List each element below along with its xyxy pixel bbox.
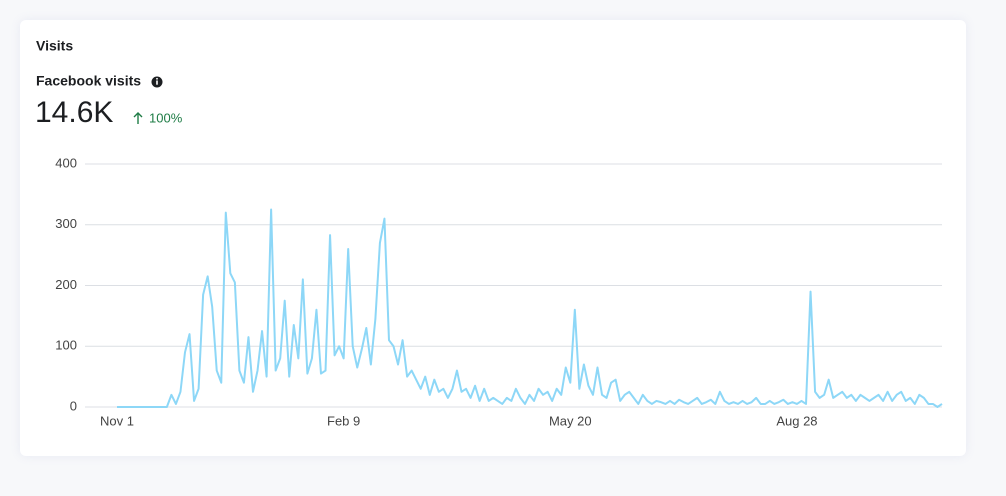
visits-card bbox=[20, 20, 966, 456]
x-tick-label: Aug 28 bbox=[776, 413, 817, 428]
x-tick-label: Feb 9 bbox=[327, 413, 360, 428]
y-tick-label: 400 bbox=[55, 155, 77, 170]
metric-label: Facebook visits bbox=[36, 73, 141, 89]
card-title: Visits bbox=[36, 38, 73, 54]
metric-value: 14.6K bbox=[35, 96, 113, 129]
up-arrow bbox=[133, 112, 143, 124]
info-icon[interactable] bbox=[151, 76, 163, 88]
metric-change: 100% bbox=[149, 110, 183, 125]
y-tick-label: 200 bbox=[55, 277, 77, 292]
x-tick-label: May 20 bbox=[549, 413, 592, 428]
visits-line bbox=[117, 208, 943, 408]
y-tick-label: 300 bbox=[55, 216, 77, 231]
x-tick-label: Nov 1 bbox=[100, 413, 134, 428]
y-tick-label: 100 bbox=[55, 338, 77, 353]
y-tick-label: 0 bbox=[70, 398, 77, 413]
